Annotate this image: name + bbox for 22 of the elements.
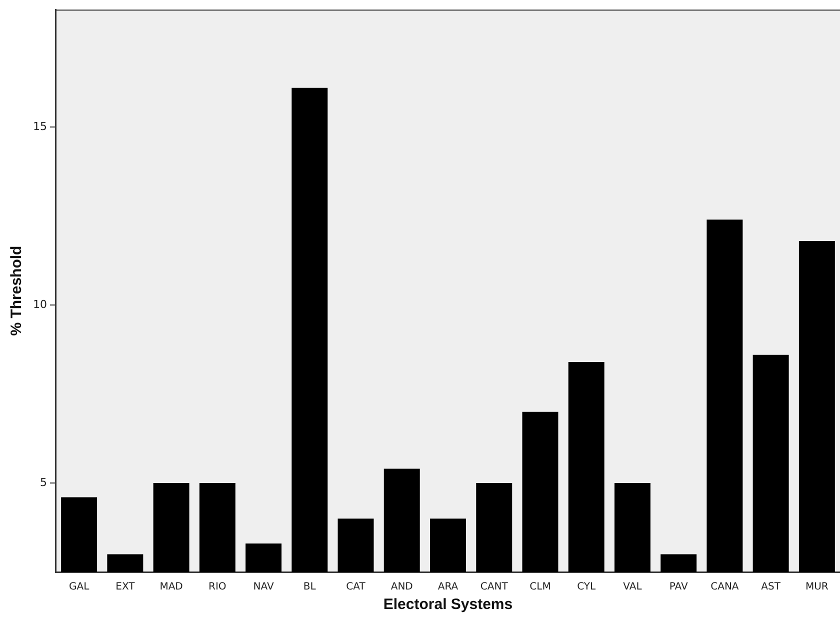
y-tick-label: 10 <box>32 298 47 311</box>
x-tick-label: CAT <box>346 582 366 593</box>
x-tick-label: VAL <box>623 582 642 593</box>
y-axis-title: % Threshold <box>8 246 26 336</box>
y-tick-label: 15 <box>32 120 47 133</box>
x-tick-label: MAD <box>160 582 184 593</box>
y-tick-label: 5 <box>40 476 47 489</box>
x-tick-label: CLM <box>530 582 551 593</box>
x-tick-label: AST <box>761 582 782 593</box>
x-tick-label: NAV <box>253 582 274 593</box>
x-tick-label: CANA <box>710 582 739 593</box>
x-tick-label: RIO <box>208 582 226 593</box>
x-tick-label: MUR <box>805 582 828 593</box>
x-tick-label: EXT <box>116 582 136 593</box>
x-tick-label: CYL <box>577 582 596 593</box>
x-tick-label: GAL <box>68 582 90 593</box>
x-tick-label: PAV <box>669 582 688 593</box>
x-tick-label: BL <box>303 582 316 593</box>
x-tick-label: CANT <box>480 582 509 593</box>
x-tick-label: ARA <box>438 582 458 593</box>
x-axis-title: Electoral Systems <box>383 596 513 614</box>
x-tick-label: AND <box>390 582 414 593</box>
